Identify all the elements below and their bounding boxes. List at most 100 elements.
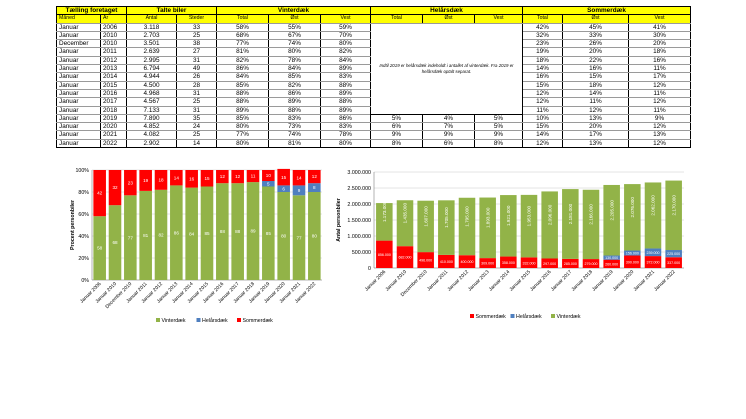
data-label: 1.607.000 bbox=[423, 206, 428, 227]
bar-segment bbox=[292, 170, 306, 186]
data-label: 82 bbox=[158, 233, 164, 238]
table-cell: 23% bbox=[522, 39, 563, 49]
table-subheader-cell: Vest bbox=[320, 14, 371, 24]
table-cell: 80% bbox=[216, 122, 269, 132]
table-cell: 88% bbox=[268, 106, 321, 115]
bar-segment bbox=[479, 258, 496, 268]
table-cell: 11% bbox=[562, 97, 629, 107]
bar-segment bbox=[108, 170, 122, 206]
table-cell: 2.995 bbox=[126, 56, 177, 66]
group-header-winter: Vinterdæk bbox=[216, 5, 371, 16]
bar-segment bbox=[308, 183, 321, 192]
bar-segment bbox=[170, 170, 183, 186]
table-subheader-cell: Vest bbox=[628, 14, 692, 24]
data-label: 16 bbox=[189, 176, 195, 181]
legend-swatch bbox=[510, 314, 515, 318]
data-label: 1.953.000 bbox=[527, 205, 532, 226]
table-cell: Januar bbox=[56, 47, 101, 57]
bar-segment bbox=[93, 170, 106, 217]
bar-segment bbox=[262, 170, 275, 181]
x-tick-label: Januar 2022 bbox=[653, 269, 677, 293]
table-cell: 74% bbox=[268, 130, 321, 140]
bar-segment bbox=[93, 216, 106, 280]
y-tick-label: 2.500.000 bbox=[347, 186, 371, 192]
bar-segment bbox=[624, 184, 641, 251]
data-label: 2.062.000 bbox=[651, 195, 656, 216]
data-label: 19 bbox=[143, 178, 149, 183]
table-subheader-cell: År bbox=[100, 14, 127, 24]
data-label: 58 bbox=[97, 246, 103, 251]
data-label: 297.000 bbox=[543, 262, 556, 266]
bar-segment bbox=[500, 195, 517, 257]
table-cell: 84% bbox=[216, 72, 269, 82]
table-row: Januar 2018 7.133 31 89% 88% 89% 11% 12% 11% bbox=[56, 106, 692, 115]
data-label: 14 bbox=[174, 175, 180, 180]
table-cell: 9% bbox=[370, 130, 423, 140]
table-subheader-cell: Øst bbox=[562, 14, 629, 24]
table-cell: 83% bbox=[320, 122, 371, 132]
data-label: 225.000 bbox=[667, 252, 680, 256]
bar-segment bbox=[277, 185, 290, 192]
table-cell: 2013 bbox=[100, 64, 127, 74]
bar-segment bbox=[124, 170, 137, 196]
data-label: 285.000 bbox=[564, 262, 577, 266]
table-cell: 4.944 bbox=[126, 72, 177, 82]
table-cell: 12% bbox=[628, 81, 692, 90]
bar-segment bbox=[262, 186, 275, 280]
data-label: 8 bbox=[313, 185, 316, 190]
data-label: 88 bbox=[235, 229, 241, 234]
table-cell: 83% bbox=[320, 72, 371, 82]
legend-swatch bbox=[551, 314, 555, 318]
data-label: 1.893.000 bbox=[485, 207, 490, 228]
table-cell: 11% bbox=[628, 106, 692, 115]
data-label: 88 bbox=[220, 229, 226, 234]
statistics-table-container: Tælling foretaget Talte biler Vinterdæk … bbox=[56, 5, 692, 149]
table-cell: 16% bbox=[522, 72, 563, 82]
table-cell: Januar bbox=[56, 31, 101, 41]
y-axis-label: Procent personbiler bbox=[70, 200, 76, 250]
bar-segment bbox=[603, 259, 620, 268]
table-subheader-row: Måned År Antal Steder Total Øst Vest Total Øst Ve… bbox=[56, 14, 692, 24]
table-cell: 89% bbox=[320, 89, 371, 99]
bar-segment bbox=[216, 170, 229, 184]
table-cell: Januar bbox=[56, 114, 101, 124]
table-cell: 27 bbox=[176, 47, 217, 57]
table-cell: 8% bbox=[370, 139, 423, 149]
bar-segment bbox=[376, 240, 393, 268]
bar-segment bbox=[277, 192, 290, 280]
table-cell: Januar bbox=[56, 72, 101, 82]
table-cell: 6% bbox=[370, 122, 423, 132]
tire-count-table: Tælling foretaget Talte biler Vinterdæk … bbox=[56, 5, 692, 149]
y-tick-label: 60% bbox=[78, 212, 89, 218]
table-cell: 5% bbox=[474, 122, 523, 132]
table-cell: 86% bbox=[268, 89, 321, 99]
bar-segment bbox=[562, 258, 579, 268]
table-cell: 12% bbox=[522, 97, 563, 107]
bar-segment bbox=[665, 250, 682, 258]
y-tick-label: 0 bbox=[368, 266, 371, 272]
table-subheader-cell: Øst bbox=[422, 14, 475, 24]
table-row: Januar 2006 3.118 33 58% 55% 59% Indtil 2019 er… bbox=[56, 23, 692, 115]
data-label: 1.921.000 bbox=[506, 205, 511, 226]
bar-segment bbox=[124, 195, 137, 280]
bar-segment bbox=[479, 197, 496, 259]
group-header-summer: Sommerdæk bbox=[522, 5, 692, 16]
group-header-cars: Talte biler bbox=[126, 5, 217, 16]
table-cell: 17% bbox=[562, 130, 629, 140]
table-cell: 35 bbox=[176, 114, 217, 124]
bar-segment bbox=[396, 246, 414, 268]
table-cell: 14 bbox=[176, 139, 217, 149]
y-axis-label: Antal personbiler bbox=[336, 198, 342, 242]
y-tick-label: 20% bbox=[78, 256, 89, 262]
data-label: 9 bbox=[298, 188, 301, 193]
table-cell: 13% bbox=[562, 139, 629, 149]
data-label: 77 bbox=[128, 235, 134, 240]
data-label: 11 bbox=[251, 174, 256, 179]
data-label: 337.000 bbox=[667, 261, 680, 265]
table-cell: 6% bbox=[422, 139, 475, 149]
data-label: 496.000 bbox=[419, 259, 432, 263]
table-cell: 88% bbox=[320, 97, 371, 107]
table-cell: 89% bbox=[320, 106, 371, 115]
count-stacked-bar-chart: 0 500.000 1.000.000 1.500.000 2.000.000 2.500… bbox=[336, 170, 684, 320]
table-cell: 11% bbox=[628, 89, 692, 99]
